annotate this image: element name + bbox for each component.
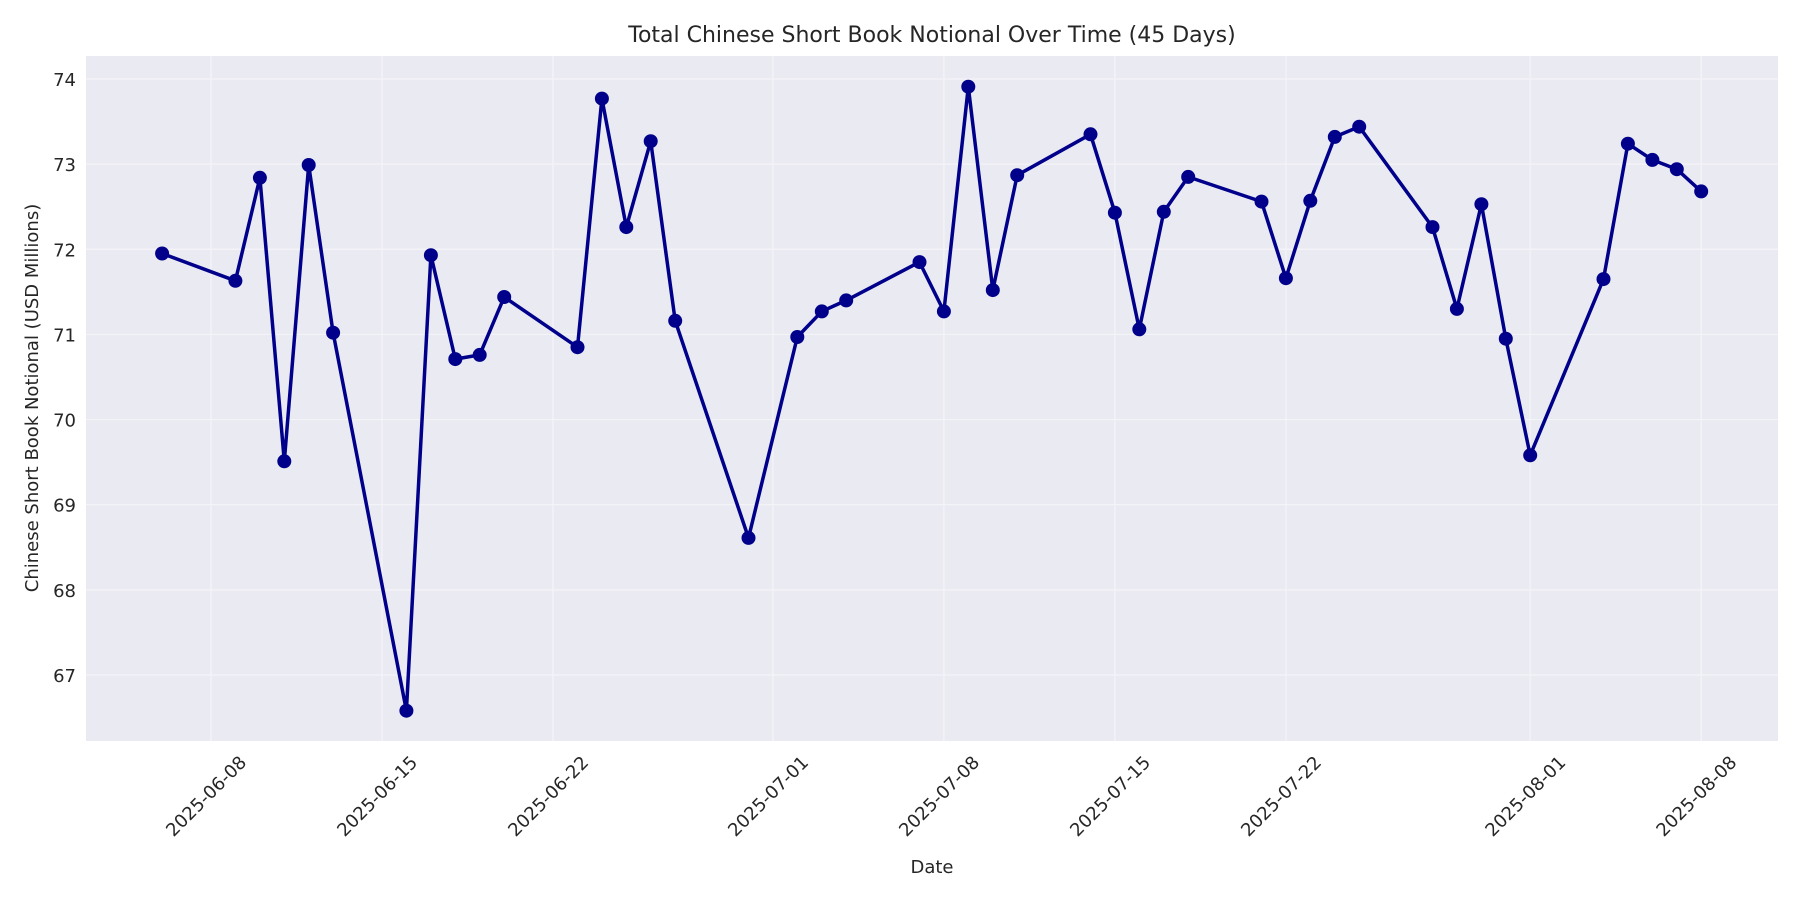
- data-point-marker: [1596, 272, 1611, 287]
- x-gridlines: [210, 56, 1702, 741]
- y-tick-label: 72: [53, 240, 76, 261]
- data-markers: [155, 79, 1709, 718]
- y-tick-label: 73: [53, 155, 76, 176]
- data-point-marker: [1523, 448, 1538, 463]
- data-point-marker: [1156, 204, 1171, 219]
- data-point-marker: [472, 347, 487, 362]
- data-point-marker: [619, 220, 634, 235]
- data-point-marker: [790, 330, 805, 344]
- data-point-marker: [961, 79, 976, 94]
- data-point-marker: [570, 340, 585, 355]
- data-point-marker: [985, 283, 1000, 298]
- data-point-marker: [912, 255, 927, 270]
- data-point-marker: [497, 290, 512, 304]
- x-tick-label: 2025-06-08: [162, 752, 251, 841]
- x-tick-label: 2025-07-22: [1237, 752, 1326, 841]
- y-tick-label: 69: [53, 496, 76, 517]
- data-point-marker: [1352, 119, 1367, 134]
- x-tick-label: 2025-07-08: [895, 752, 984, 841]
- data-point-marker: [594, 91, 609, 106]
- data-point-marker: [839, 293, 854, 308]
- data-point-marker: [277, 454, 292, 469]
- y-tick-label: 71: [53, 325, 76, 346]
- data-point-marker: [1254, 194, 1269, 209]
- x-tick-label: 2025-07-15: [1066, 752, 1155, 841]
- data-point-marker: [936, 304, 951, 319]
- data-point-marker: [1132, 322, 1147, 337]
- x-tick-label: 2025-06-22: [504, 752, 593, 841]
- data-point-marker: [1083, 127, 1098, 142]
- data-point-marker: [1278, 271, 1293, 286]
- data-point-marker: [423, 248, 438, 263]
- x-tick-label: 2025-08-01: [1481, 752, 1570, 841]
- data-point-marker: [326, 325, 341, 340]
- x-tick-label: 2025-08-08: [1652, 752, 1741, 841]
- data-point-marker: [1107, 205, 1122, 220]
- y-axis-label: Chinese Short Book Notional (USD Million…: [22, 204, 43, 592]
- data-point-marker: [1694, 184, 1709, 199]
- data-point-marker: [155, 246, 170, 261]
- y-tick-label: 68: [53, 581, 76, 602]
- data-point-marker: [741, 530, 756, 545]
- data-point-marker: [1498, 331, 1513, 346]
- data-point-marker: [448, 352, 463, 367]
- x-tick-label: 2025-07-01: [724, 752, 813, 841]
- data-point-marker: [1620, 136, 1635, 151]
- data-point-marker: [1327, 129, 1342, 144]
- y-tick-label: 74: [53, 70, 76, 91]
- data-point-marker: [1425, 220, 1440, 235]
- plot-background: [86, 56, 1778, 741]
- data-point-marker: [1669, 162, 1684, 177]
- y-tick-label: 70: [53, 411, 76, 432]
- chart-title: Total Chinese Short Book Notional Over T…: [627, 23, 1235, 48]
- data-point-marker: [668, 313, 683, 328]
- data-point-marker: [301, 158, 316, 172]
- data-point-marker: [1474, 197, 1489, 212]
- data-point-marker: [228, 273, 243, 288]
- plot-area: [86, 56, 1778, 741]
- data-point-marker: [1449, 301, 1464, 316]
- x-tick-label: 2025-06-15: [333, 752, 422, 841]
- data-point-marker: [1303, 193, 1318, 208]
- data-point-marker: [399, 703, 414, 718]
- x-axis-tick-labels: 2025-06-08 2025-06-15 2025-06-22 2025-07-01…: [162, 752, 1741, 841]
- x-axis-label: Date: [910, 857, 953, 878]
- data-point-marker: [252, 170, 267, 185]
- data-point-marker: [1010, 168, 1025, 183]
- data-point-marker: [814, 304, 829, 319]
- data-point-marker: [643, 134, 658, 149]
- data-point-marker: [1181, 169, 1196, 184]
- y-axis-tick-labels: 67 68 69 70 71 72 73 74: [53, 70, 76, 687]
- data-point-marker: [1645, 152, 1660, 167]
- y-tick-label: 67: [53, 666, 76, 687]
